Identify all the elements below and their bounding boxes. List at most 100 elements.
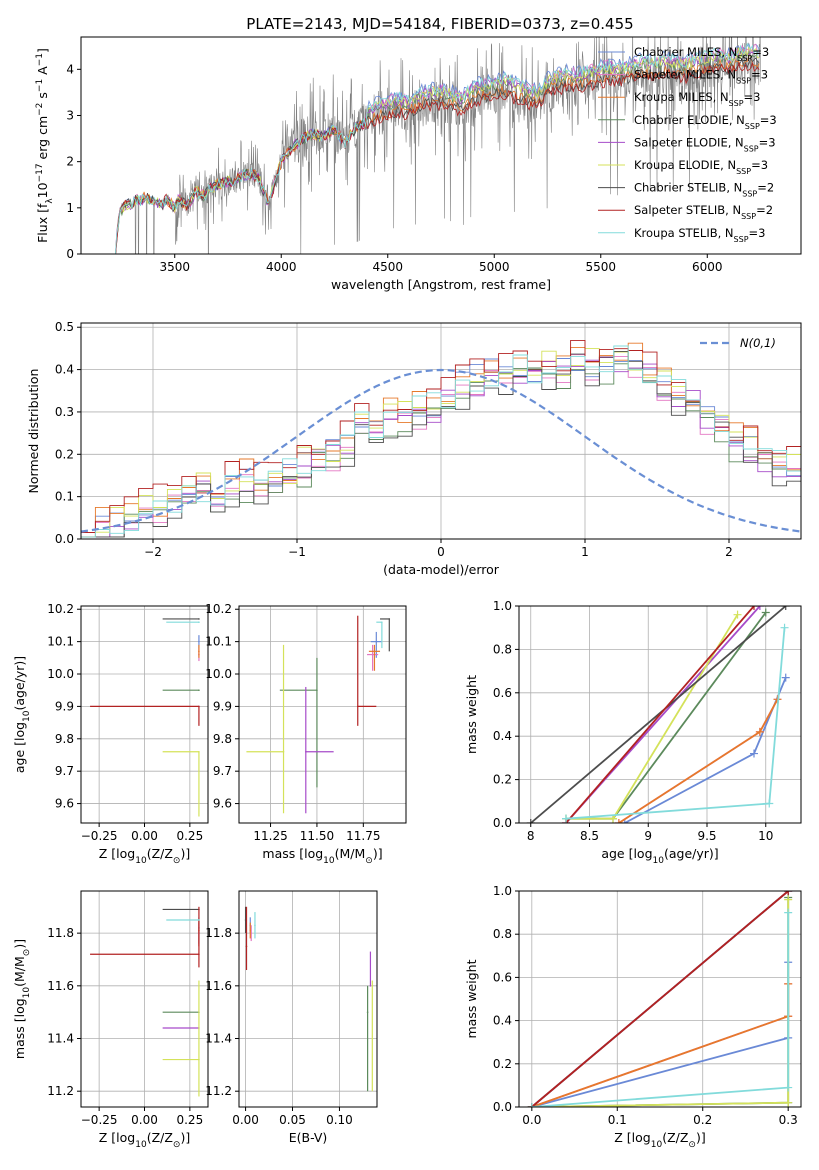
x-axis-label-part: (Z/Z <box>147 846 173 861</box>
x-tick-label: 10 <box>758 829 773 843</box>
x-tick-label: 11.50 <box>300 829 334 843</box>
x-tick-label: 9 <box>644 829 652 843</box>
plus-marker <box>526 819 535 823</box>
y-axis-label-part: (M/M <box>12 956 27 987</box>
y-tick-label: 0 <box>66 247 74 261</box>
x-tick-label: −1 <box>288 545 306 559</box>
x-axis-label-part: (Z/Z <box>147 1130 173 1145</box>
cumulative-line-5 <box>531 899 790 1107</box>
data-point <box>198 640 200 643</box>
y-tick-label: 9.9 <box>55 699 74 713</box>
plot-area-z-weight <box>527 891 793 1107</box>
cumulative-line-6 <box>530 606 787 823</box>
plus-marker <box>614 819 623 823</box>
x-axis-label: E(B-V) <box>289 1130 328 1145</box>
plot-area-z-mass <box>90 906 200 1097</box>
gaussian-reference-curve <box>81 368 801 533</box>
legend-entry-sub: SSP <box>741 212 756 221</box>
x-axis-label-part: )] <box>373 846 383 861</box>
x-axis-label-part: ⊙ <box>173 1140 181 1150</box>
y-tick-label: 9.7 <box>55 764 74 778</box>
plus-marker <box>562 814 570 823</box>
legend-entry-tail: =3 <box>744 90 761 104</box>
y-tick-label: 11.6 <box>47 979 74 993</box>
panel-z-age: −0.25 0.00 0.25 9.6 9.7 9.8 9.9 10.0 10.1 10.2 Z [… <box>12 602 209 866</box>
model-line-8 <box>115 42 760 254</box>
plus-marker <box>733 610 742 619</box>
plus-marker <box>620 819 629 823</box>
panel-spectrum: 3500 4000 4500 5000 5500 6000 0 1 2 3 4 wavelength … <box>35 36 802 292</box>
axes-frame <box>80 605 209 824</box>
cumulative-line-0 <box>531 962 790 1107</box>
y-tick-label: 10.1 <box>205 635 232 649</box>
y-axis-label-part: Flux [f <box>35 203 50 243</box>
legend-entry-tail: =3 <box>759 135 776 149</box>
axes-frame <box>518 890 802 1108</box>
cumulative-line-1 <box>531 983 790 1107</box>
y-axis-label-part: 10 <box>22 710 32 722</box>
x-axis-label-part: 10 <box>135 1140 147 1150</box>
x-axis-label-part: ⊙ <box>688 1140 696 1150</box>
axes-frame <box>80 322 802 540</box>
data-point <box>371 653 374 656</box>
legend-entry-sub: SSP <box>729 99 744 108</box>
x-axis-label: age [log10(age/yr)] <box>601 846 718 866</box>
y-tick-label: 9.6 <box>55 797 74 811</box>
data-point <box>366 1011 369 1013</box>
x-tick-label: 5500 <box>585 260 616 274</box>
plus-marker <box>784 1083 793 1092</box>
data-point <box>375 640 378 643</box>
x-tick-label: 0.0 <box>522 1113 541 1127</box>
x-axis-label-part: Z [log <box>99 846 135 861</box>
model-line-2 <box>115 54 760 254</box>
y-axis-label: Normed distribution <box>26 369 41 494</box>
x-axis-label-part: (M/M <box>335 846 366 861</box>
data-point <box>371 1037 374 1040</box>
legend-entry: Kroupa MILES, NSSP=3 <box>634 90 760 108</box>
y-tick-label: 0.5 <box>55 320 74 334</box>
data-point <box>249 929 252 932</box>
y-tick-label: 0.1 <box>55 490 74 504</box>
x-tick-label: −0.25 <box>81 829 118 843</box>
legend-entry-tail: =3 <box>760 113 777 127</box>
x-tick-label: 0.05 <box>279 1113 306 1127</box>
data-point <box>305 750 307 753</box>
legend-entry-main: Kroupa MILES, N <box>634 90 729 104</box>
y-tick-label: 1 <box>66 201 74 215</box>
legend-entry: Chabrier ELODIE, NSSP=3 <box>634 113 777 131</box>
data-point <box>198 621 200 623</box>
data-point <box>245 945 248 948</box>
legend-entry-sub: SSP <box>737 54 752 63</box>
y-tick-label: 11.8 <box>205 926 232 940</box>
x-tick-label: 11.75 <box>346 829 380 843</box>
x-axis-label-part: age [log <box>601 846 652 861</box>
legend-entry-main: Kroupa ELODIE, N <box>634 158 736 172</box>
y-axis-label: mass [log10(M/M⊙)] <box>12 939 32 1059</box>
plus-marker <box>784 1098 793 1107</box>
legend-entry-sub: SSP <box>745 121 760 130</box>
x-axis-label: Z [log10(Z/Z⊙)] <box>99 846 190 866</box>
data-point <box>198 1058 200 1061</box>
x-axis-label: Z [log10(Z/Z⊙)] <box>614 1130 705 1150</box>
legend-entry: Salpeter MILES, NSSP=3 <box>634 68 768 86</box>
x-axis-label-part: (Z/Z <box>662 1130 688 1145</box>
y-axis-label-part: ] <box>35 48 50 53</box>
plus-marker <box>784 891 793 895</box>
legend-entry-sub: SSP <box>744 144 759 153</box>
x-tick-label: 9.5 <box>697 829 716 843</box>
data-point <box>373 650 376 653</box>
x-tick-label: 8 <box>527 829 535 843</box>
plus-marker <box>755 606 764 610</box>
cumulative-line-7 <box>531 891 789 1107</box>
y-axis-label-part: −1 <box>35 79 45 92</box>
y-tick-label: 0.2 <box>493 1057 512 1071</box>
data-point <box>198 750 200 753</box>
legend-entry-tail: =3 <box>752 45 769 59</box>
x-tick-label: 0.00 <box>131 1113 158 1127</box>
legend-entry-main: Kroupa STELIB, N <box>634 226 734 240</box>
plot-area-spectrum <box>115 37 761 254</box>
x-axis-label: Z [log10(Z/Z⊙)] <box>99 1130 190 1150</box>
x-tick-label: 6000 <box>692 260 723 274</box>
y-axis-label-part: −1 <box>35 53 45 66</box>
